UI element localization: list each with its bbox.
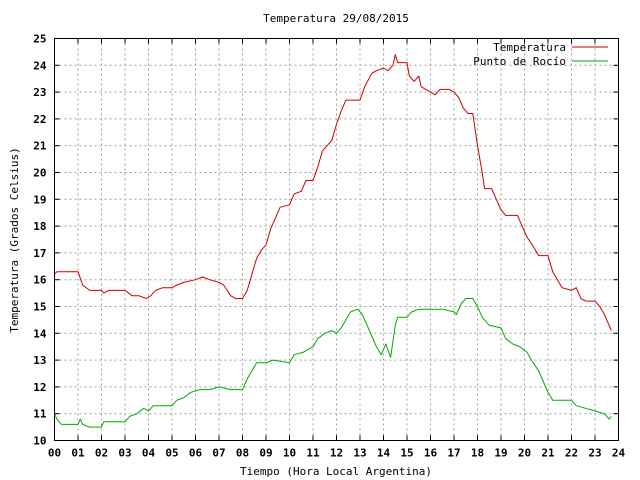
- x-tick-label: 17: [447, 447, 460, 460]
- x-tick-label: 01: [71, 447, 85, 460]
- y-tick-label: 18: [33, 220, 46, 233]
- x-tick-label: 24: [612, 447, 626, 460]
- x-tick-label: 12: [330, 447, 343, 460]
- x-tick-label: 05: [165, 447, 178, 460]
- x-tick-label: 06: [189, 447, 203, 460]
- y-tick-label: 15: [33, 301, 46, 314]
- y-tick-label: 24: [33, 59, 47, 72]
- y-tick-label: 19: [33, 193, 46, 206]
- y-tick-label: 10: [33, 435, 46, 448]
- x-tick-label: 18: [471, 447, 484, 460]
- y-tick-label: 17: [33, 247, 46, 260]
- x-tick-label: 11: [306, 447, 320, 460]
- series-line-temperatura: [54, 54, 612, 331]
- x-tick-label: 22: [565, 447, 578, 460]
- y-tick-label: 21: [33, 140, 47, 153]
- legend-label-temperatura: Temperatura: [493, 41, 566, 54]
- x-tick-label: 10: [283, 447, 296, 460]
- x-tick-label: 15: [400, 447, 413, 460]
- x-tick-label: 02: [95, 447, 108, 460]
- x-tick-label: 19: [494, 447, 507, 460]
- x-tick-label: 20: [518, 447, 531, 460]
- y-tick-label: 20: [33, 167, 46, 180]
- x-axis-label: Tiempo (Hora Local Argentina): [240, 465, 432, 478]
- y-tick-label: 11: [33, 408, 47, 421]
- y-tick-label: 13: [33, 354, 46, 367]
- x-tick-label: 21: [541, 447, 555, 460]
- legend: Temperatura Punto de Rocío: [473, 41, 608, 68]
- x-tick-label: 13: [353, 447, 366, 460]
- series-lines: [54, 54, 612, 428]
- x-tick-label: 23: [588, 447, 601, 460]
- chart-title: Temperatura 29/08/2015: [263, 12, 409, 25]
- x-tick-label: 14: [377, 447, 391, 460]
- y-tick-label: 23: [33, 86, 46, 99]
- x-tick-label: 09: [259, 447, 272, 460]
- y-tick-label: 12: [33, 381, 46, 394]
- y-tick-label: 25: [33, 33, 46, 46]
- grid: [54, 38, 619, 441]
- series-line-punto-de-rocio: [54, 298, 612, 428]
- legend-label-punto-de-rocio: Punto de Rocío: [473, 55, 566, 68]
- y-tick-label: 16: [33, 274, 47, 287]
- x-tick-label: 04: [142, 447, 156, 460]
- x-tick-label: 00: [48, 447, 61, 460]
- y-tick-label: 22: [33, 113, 46, 126]
- y-axis-label: Temperatura (Grados Celsius): [8, 147, 21, 332]
- axis-ticks: 00 01 02 03 04 05 06 07 08 09 10 11 12 13 14 15 16 17 18 19…: [33, 33, 625, 460]
- x-tick-label: 16: [424, 447, 438, 460]
- x-tick-label: 07: [212, 447, 225, 460]
- x-tick-label: 08: [236, 447, 249, 460]
- y-tick-label: 14: [33, 327, 47, 340]
- x-tick-label: 03: [118, 447, 131, 460]
